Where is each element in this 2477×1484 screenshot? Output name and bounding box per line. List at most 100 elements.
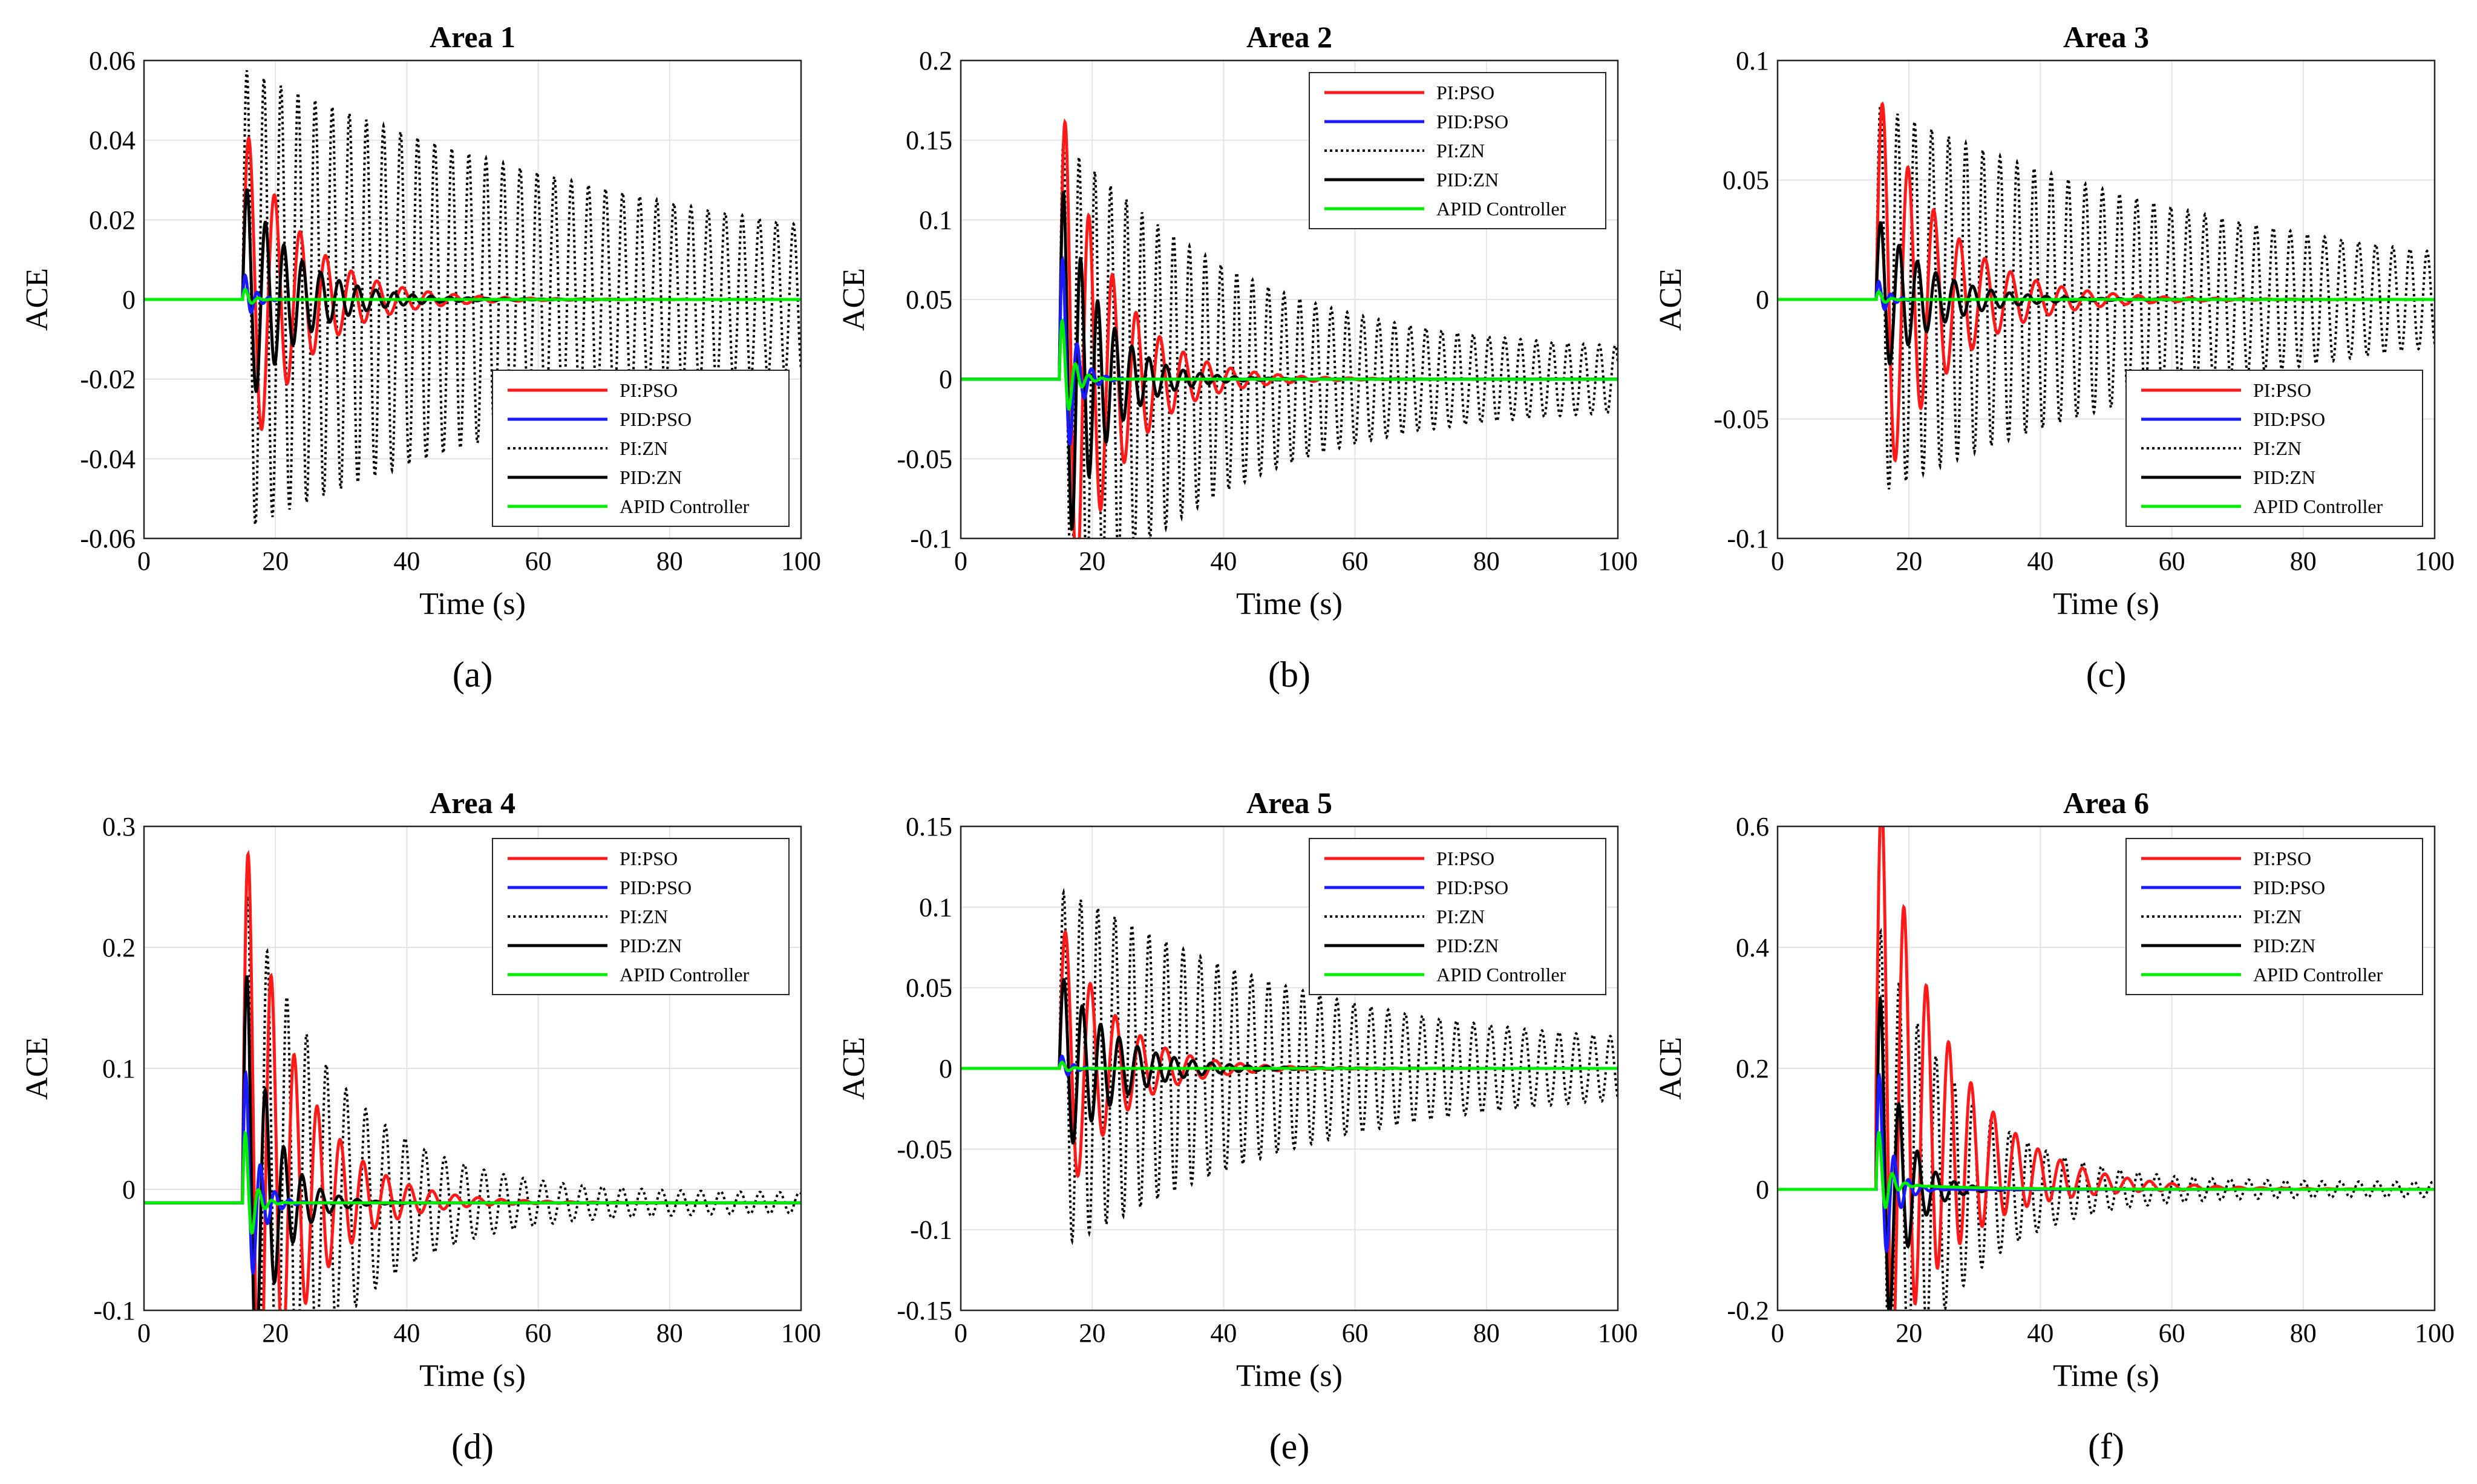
chart-panel-5: 0 20 40 60 80 100 -0.15 -0.1 -0.05 0 0.05 0.1 0.15 Ar… <box>837 786 1638 1466</box>
chart-title: Area 5 <box>1246 786 1332 820</box>
y-tick-label: 0.2 <box>1736 1054 1769 1084</box>
x-axis-label: Time (s) <box>2053 1359 2159 1393</box>
y-tick-label: -0.04 <box>80 444 136 474</box>
x-tick-label: 60 <box>2159 1318 2185 1348</box>
panel-label: (f) <box>2088 1427 2124 1466</box>
plot-frame <box>960 825 1619 1312</box>
series-line-apid-controller <box>144 1130 801 1235</box>
x-tick-label: 20 <box>1896 1318 1922 1348</box>
y-tick-label: 0 <box>122 1175 136 1205</box>
legend-label: PI:PSO <box>620 379 678 401</box>
y-tick-label: 0 <box>939 1054 952 1084</box>
x-tick-label: 80 <box>656 1318 683 1348</box>
series-line-apid-controller <box>1778 290 2435 304</box>
y-tick-label: -0.1 <box>1727 524 1769 554</box>
x-tick-label: 100 <box>2415 1318 2455 1348</box>
x-axis-label: Time (s) <box>2053 587 2159 621</box>
y-tick-label: 0 <box>939 365 952 394</box>
y-tick-label: 0.06 <box>89 46 136 76</box>
y-axis-label: ACE <box>20 268 54 331</box>
y-tick-label: 0 <box>122 285 136 315</box>
legend-label: PI:PSO <box>2253 848 2311 869</box>
panel-label: (b) <box>1268 655 1310 695</box>
x-tick-label: 100 <box>1598 1318 1638 1348</box>
y-tick-label: 0.15 <box>906 126 952 155</box>
x-tick-label: 80 <box>1473 1318 1500 1348</box>
legend-label: APID Controller <box>2253 964 2383 986</box>
y-tick-label: -0.06 <box>80 524 136 554</box>
x-tick-label: 60 <box>2159 546 2185 576</box>
chart-panel-1: 0 20 40 60 80 100 -0.06 -0.04 -0.02 0 0.02 0.04 0.06… <box>20 20 821 695</box>
legend: PI:PSO PID:PSO PI:ZN PID:ZN APID Controller <box>492 370 790 527</box>
legend-label: PID:PSO <box>620 408 692 430</box>
y-tick-label: 0.02 <box>89 205 136 235</box>
series-line-pi-zn <box>144 70 801 525</box>
legend-label: APID Controller <box>620 964 750 986</box>
y-tick-label: 0.04 <box>89 126 136 155</box>
x-tick-label: 0 <box>137 1318 151 1348</box>
y-tick-label: 0 <box>1756 285 1769 315</box>
legend-label: PI:ZN <box>620 906 668 927</box>
y-tick-label: -0.15 <box>897 1296 952 1325</box>
legend-label: PI:PSO <box>2253 379 2311 401</box>
chart-title: Area 1 <box>430 20 515 54</box>
legend-label: PID:PSO <box>2253 877 2325 898</box>
legend-label: PID:ZN <box>2253 935 2315 956</box>
y-tick-label: -0.1 <box>910 1215 952 1245</box>
y-tick-label: 0.3 <box>102 812 136 842</box>
plot-frame <box>960 59 1619 540</box>
x-tick-label: 20 <box>1896 546 1922 576</box>
x-tick-label: 40 <box>1210 1318 1237 1348</box>
legend-label: PI:ZN <box>620 437 668 459</box>
x-tick-label: 0 <box>1771 546 1784 576</box>
y-tick-label: 0.05 <box>1723 166 1769 195</box>
y-axis-label: ACE <box>1654 1037 1688 1100</box>
x-tick-label: 40 <box>393 1318 420 1348</box>
legend-label: PID:PSO <box>2253 408 2325 430</box>
x-tick-label: 60 <box>1342 546 1369 576</box>
chart-title: Area 6 <box>2063 786 2149 820</box>
plot-frame <box>1776 59 2436 540</box>
panel-label: (e) <box>1269 1427 1310 1466</box>
chart-title: Area 4 <box>430 786 515 820</box>
x-tick-label: 100 <box>1598 546 1638 576</box>
x-tick-label: 20 <box>1079 546 1105 576</box>
y-axis-label: ACE <box>20 1037 54 1100</box>
y-tick-label: 0.15 <box>906 812 952 842</box>
plot-frame <box>1776 825 2436 1312</box>
x-tick-label: 60 <box>525 1318 552 1348</box>
y-tick-label: -0.1 <box>93 1296 136 1325</box>
y-tick-label: -0.02 <box>80 365 136 394</box>
x-tick-label: 0 <box>954 1318 967 1348</box>
legend-label: PID:ZN <box>620 935 682 956</box>
legend-label: PID:PSO <box>1436 877 1508 898</box>
x-tick-label: 40 <box>2027 546 2053 576</box>
series-line-pi-zn <box>961 887 1618 1246</box>
x-tick-label: 80 <box>656 546 683 576</box>
legend-label: PID:ZN <box>620 466 682 488</box>
y-tick-label: 0.1 <box>102 1054 136 1084</box>
x-tick-label: 80 <box>2290 1318 2317 1348</box>
x-tick-label: 20 <box>1079 1318 1105 1348</box>
y-tick-label: 0.1 <box>919 892 952 922</box>
x-tick-label: 60 <box>525 546 552 576</box>
y-tick-label: 0.1 <box>1736 46 1769 76</box>
legend: PI:PSO PID:PSO PI:ZN PID:ZN APID Controller <box>1309 72 1606 229</box>
panel-label: (a) <box>453 655 493 695</box>
y-tick-label: 0 <box>1756 1175 1769 1205</box>
y-tick-label: -0.05 <box>1713 405 1769 434</box>
y-tick-label: 0.05 <box>906 285 952 315</box>
chart-panel-3: 0 20 40 60 80 100 -0.1 -0.05 0 0.05 0.1 Area 3 Time … <box>1654 20 2455 695</box>
series-line-apid-controller <box>961 1061 1618 1073</box>
legend-label: PI:ZN <box>1436 906 1485 927</box>
legend-label: APID Controller <box>620 495 750 517</box>
y-tick-label: 0.6 <box>1736 812 1769 842</box>
x-tick-label: 20 <box>262 1318 289 1348</box>
x-axis-label: Time (s) <box>1236 587 1343 621</box>
x-tick-label: 80 <box>1473 546 1500 576</box>
x-tick-label: 40 <box>2027 1318 2053 1348</box>
legend: PI:PSO PID:PSO PI:ZN PID:ZN APID Controller <box>2125 370 2423 527</box>
x-tick-label: 20 <box>262 546 289 576</box>
y-axis-label: ACE <box>1654 268 1688 331</box>
